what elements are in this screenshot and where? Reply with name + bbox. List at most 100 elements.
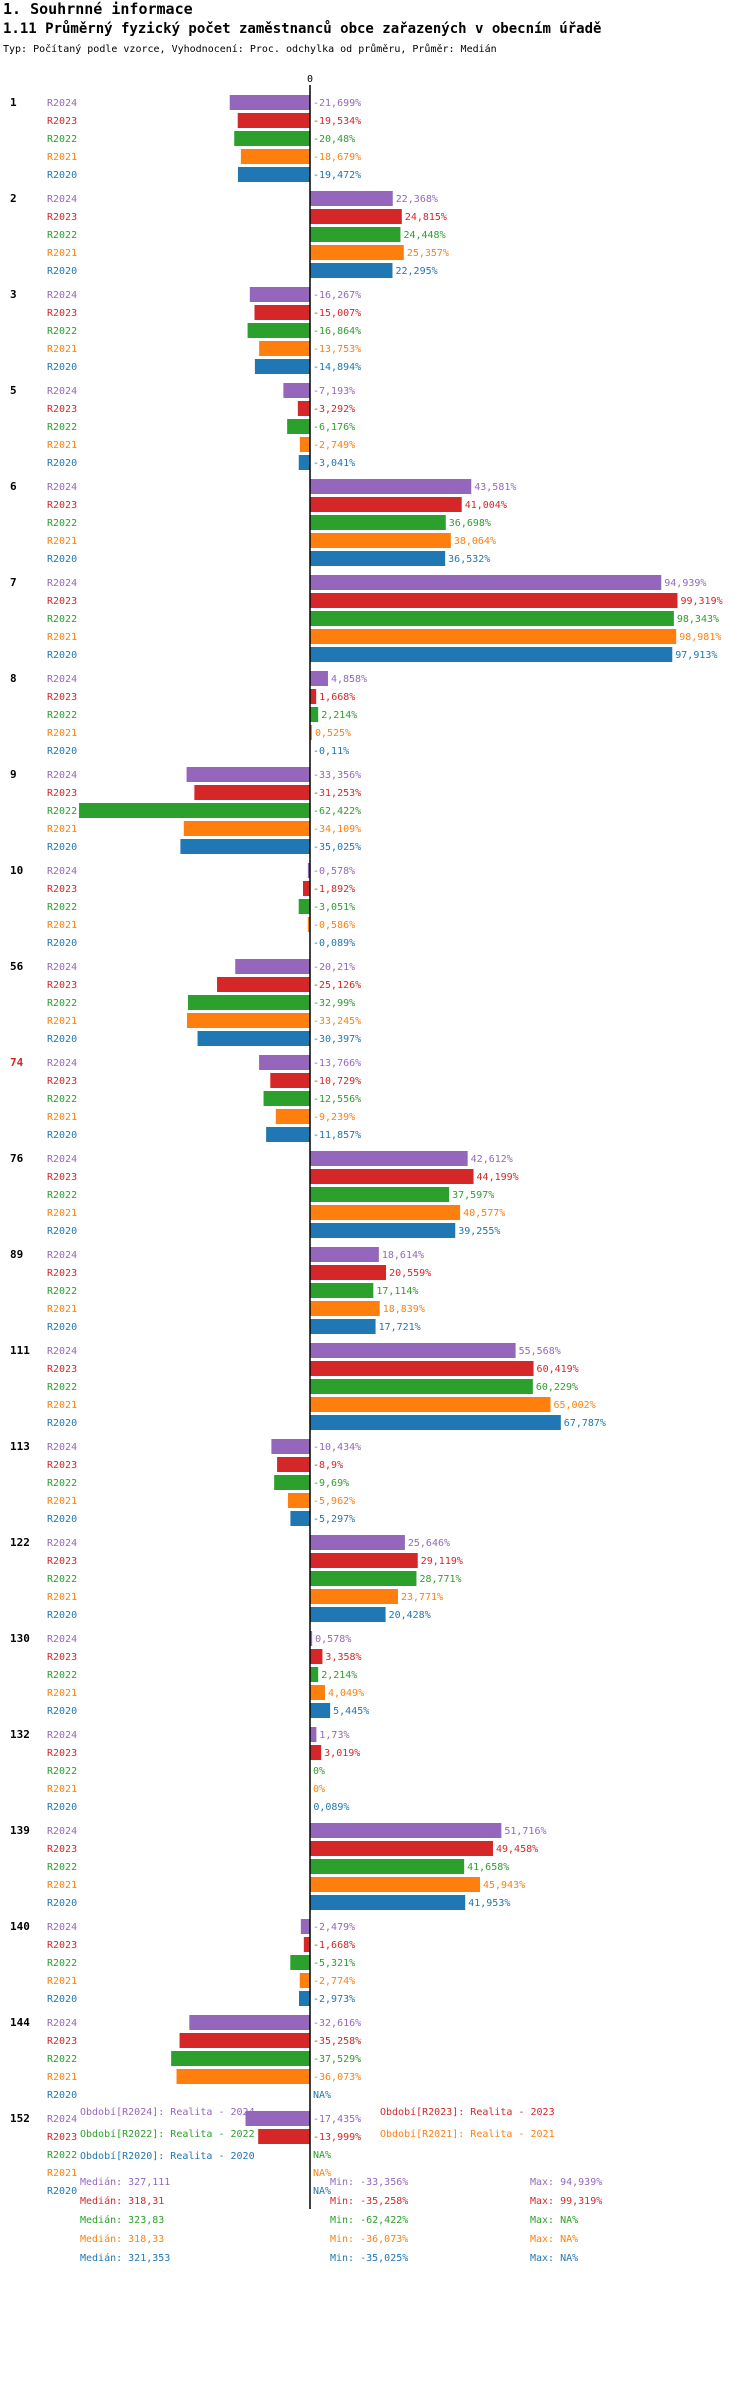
bar-111-R2022 [310, 1379, 533, 1394]
group-label-144: 144 [10, 2016, 30, 2029]
value-label-89-R2020: 17,721% [379, 1322, 421, 1333]
series-label-89-R2024: R2024 [47, 1250, 77, 1261]
value-label-74-R2023: -10,729% [313, 1076, 361, 1087]
group-label-2: 2 [10, 192, 17, 205]
series-label-130-R2022: R2022 [47, 1670, 77, 1681]
value-label-56-R2021: -33,245% [313, 1016, 361, 1027]
value-label-56-R2022: -32,99% [313, 998, 355, 1009]
bar-144-R2023 [179, 2033, 310, 2048]
series-label-2-R2022: R2022 [47, 230, 77, 241]
series-label-10-R2022: R2022 [47, 902, 77, 913]
value-label-1-R2021: -18,679% [313, 152, 361, 163]
value-label-2-R2022: 24,448% [403, 230, 445, 241]
value-label-3-R2020: -14,894% [313, 362, 361, 373]
bar-7-R2021 [310, 629, 677, 644]
value-label-2-R2023: 24,815% [405, 212, 447, 223]
group-label-74: 74 [10, 1056, 24, 1069]
bar-140-R2023 [303, 1937, 310, 1952]
value-label-139-R2024: 51,716% [504, 1826, 546, 1837]
value-label-74-R2022: -12,556% [313, 1094, 361, 1105]
series-label-3-R2021: R2021 [47, 344, 77, 355]
group-label-140: 140 [10, 1920, 30, 1933]
bar-130-R2021 [310, 1685, 325, 1700]
value-label-111-R2021: 65,002% [554, 1400, 596, 1411]
value-label-74-R2024: -13,766% [313, 1058, 361, 1069]
group-label-7: 7 [10, 576, 17, 589]
value-label-132-R2022: 0% [313, 1766, 325, 1777]
series-label-1-R2023: R2023 [47, 116, 77, 127]
series-label-144-R2021: R2021 [47, 2072, 77, 2083]
series-label-76-R2024: R2024 [47, 1154, 77, 1165]
value-label-6-R2024: 43,581% [474, 482, 516, 493]
value-label-140-R2022: -5,321% [313, 1958, 355, 1969]
bar-8-R2024 [310, 671, 328, 686]
series-label-5-R2021: R2021 [47, 440, 77, 451]
bar-7-R2024 [310, 575, 662, 590]
group-label-76: 76 [10, 1152, 24, 1165]
stat-median-R2020: Medián: 321,353 [80, 2252, 170, 2264]
group-label-8: 8 [10, 672, 17, 685]
value-label-122-R2024: 25,646% [408, 1538, 450, 1549]
bar-152-R2024 [245, 2111, 310, 2126]
series-label-6-R2020: R2020 [47, 554, 77, 565]
bar-5-R2020 [298, 455, 310, 470]
bar-111-R2024 [310, 1343, 516, 1358]
series-label-140-R2023: R2023 [47, 1940, 77, 1951]
series-label-76-R2022: R2022 [47, 1190, 77, 1201]
series-label-74-R2023: R2023 [47, 1076, 77, 1087]
group-label-152: 152 [10, 2112, 30, 2125]
value-label-10-R2021: -0,586% [313, 920, 355, 931]
series-label-2-R2023: R2023 [47, 212, 77, 223]
value-label-7-R2020: 97,913% [675, 650, 717, 661]
value-label-9-R2024: -33,356% [313, 770, 361, 781]
series-label-152-R2023: R2023 [47, 2132, 77, 2143]
value-label-113-R2021: -5,962% [313, 1496, 355, 1507]
bar-7-R2020 [310, 647, 673, 662]
bar-7-R2022 [310, 611, 674, 626]
series-label-1-R2021: R2021 [47, 152, 77, 163]
value-label-152-R2021: NA% [313, 2168, 331, 2179]
value-label-130-R2020: 5,445% [333, 1706, 369, 1717]
bar-130-R2024 [310, 1631, 313, 1646]
value-label-10-R2023: -1,892% [313, 884, 355, 895]
series-label-56-R2021: R2021 [47, 1016, 77, 1027]
series-label-74-R2024: R2024 [47, 1058, 77, 1069]
series-label-152-R2021: R2021 [47, 2168, 77, 2179]
series-label-111-R2021: R2021 [47, 1400, 77, 1411]
series-label-74-R2022: R2022 [47, 1094, 77, 1105]
series-label-5-R2022: R2022 [47, 422, 77, 433]
series-label-5-R2023: R2023 [47, 404, 77, 415]
bar-3-R2020 [254, 359, 310, 374]
series-label-7-R2022: R2022 [47, 614, 77, 625]
series-label-132-R2024: R2024 [47, 1730, 77, 1741]
value-label-122-R2022: 28,771% [419, 1574, 461, 1585]
stat-max-R2022: Max: NA% [530, 2215, 578, 2226]
stat-max-R2020: Max: NA% [530, 2253, 578, 2264]
value-label-2-R2024: 22,368% [396, 194, 438, 205]
group-label-3: 3 [10, 288, 17, 301]
series-label-111-R2023: R2023 [47, 1364, 77, 1375]
group-label-1: 1 [10, 96, 17, 109]
series-label-76-R2021: R2021 [47, 1208, 77, 1219]
series-label-111-R2024: R2024 [47, 1346, 77, 1357]
series-label-10-R2020: R2020 [47, 938, 77, 949]
series-label-8-R2020: R2020 [47, 746, 77, 757]
series-label-76-R2023: R2023 [47, 1172, 77, 1183]
value-label-139-R2021: 45,943% [483, 1880, 525, 1891]
value-label-76-R2024: 42,612% [471, 1154, 513, 1165]
value-label-76-R2023: 44,199% [477, 1172, 519, 1183]
group-label-56: 56 [10, 960, 24, 973]
value-label-56-R2024: -20,21% [313, 962, 355, 973]
chart-title: 1.11 Průměrný fyzický počet zaměstnanců … [3, 21, 602, 37]
value-label-5-R2021: -2,749% [313, 440, 355, 451]
value-label-3-R2023: -15,007% [313, 308, 361, 319]
bar-56-R2024 [235, 959, 310, 974]
value-label-111-R2020: 67,787% [564, 1418, 606, 1429]
series-label-132-R2022: R2022 [47, 1766, 77, 1777]
bar-3-R2024 [249, 287, 310, 302]
bar-144-R2024 [189, 2015, 310, 2030]
series-label-3-R2023: R2023 [47, 308, 77, 319]
value-label-76-R2021: 40,577% [463, 1208, 505, 1219]
bar-89-R2021 [310, 1301, 380, 1316]
